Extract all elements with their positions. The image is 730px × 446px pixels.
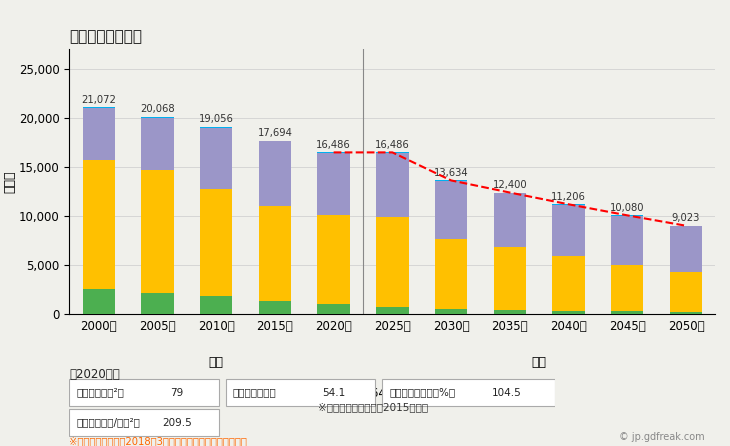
Bar (200, 128, 232, 189)
Bar (553, 205, 585, 256)
Text: 13,634: 13,634 (434, 168, 469, 178)
Text: 9,023: 9,023 (672, 213, 700, 223)
Bar (142, 293, 174, 314)
Text: 総面積（ｋｍ²）: 総面積（ｋｍ²） (77, 388, 125, 397)
Text: 104.5: 104.5 (491, 388, 521, 397)
Text: 平均年齢（歳）: 平均年齢（歳） (233, 388, 277, 397)
Text: 【2020年】: 【2020年】 (69, 368, 120, 381)
Bar (318, 153, 350, 215)
Text: 砂川市の人口推移: 砂川市の人口推移 (69, 29, 142, 44)
Text: 17,694: 17,694 (258, 128, 292, 138)
Bar (611, 265, 643, 311)
Bar (200, 189, 232, 296)
Bar (611, 311, 643, 314)
Bar (258, 206, 291, 301)
Text: 21,072: 21,072 (81, 95, 116, 104)
Bar (382, 379, 555, 406)
Text: 16,486: 16,486 (316, 140, 351, 150)
Bar (435, 239, 467, 309)
Bar (435, 309, 467, 314)
Bar (670, 226, 702, 272)
Text: 人口密度（人/ｋｍ²）: 人口密度（人/ｋｍ²） (77, 417, 140, 428)
Text: 54.1: 54.1 (322, 388, 345, 397)
Bar (82, 108, 115, 160)
Bar (376, 217, 409, 306)
Bar (493, 193, 526, 248)
Text: 11,206: 11,206 (551, 191, 586, 202)
Bar (226, 379, 375, 406)
Bar (376, 306, 409, 314)
Bar (142, 170, 174, 293)
Text: ※図中の点線は前回2018年3月公表の「将来人口推計」の値: ※図中の点線は前回2018年3月公表の「将来人口推計」の値 (69, 436, 247, 446)
Bar (82, 160, 115, 289)
Text: 16,486: 16,486 (375, 140, 410, 150)
Bar (670, 272, 702, 312)
Text: 19,056: 19,056 (199, 114, 234, 124)
Bar (142, 118, 174, 170)
Text: 12,400: 12,400 (493, 180, 527, 190)
Text: 昼夜間人口比率（%）: 昼夜間人口比率（%） (389, 388, 456, 397)
Bar (200, 296, 232, 314)
Text: ※昼夜間人口比率のみ2015年時点: ※昼夜間人口比率のみ2015年時点 (318, 402, 428, 412)
Bar (69, 379, 219, 406)
Bar (318, 304, 350, 314)
Text: 予測: 予測 (531, 356, 547, 369)
Bar (258, 141, 291, 206)
Text: 79: 79 (170, 388, 184, 397)
Bar (611, 216, 643, 265)
Bar (82, 289, 115, 314)
Bar (69, 409, 219, 436)
Text: © jp.gdfreak.com: © jp.gdfreak.com (619, 433, 704, 442)
Bar (82, 107, 115, 108)
Bar (493, 248, 526, 310)
Bar (435, 181, 467, 239)
Text: 20,068: 20,068 (140, 104, 174, 115)
Bar (553, 310, 585, 314)
Text: 実績: 実績 (209, 356, 223, 369)
Y-axis label: （人）: （人） (3, 170, 16, 193)
Bar (670, 312, 702, 314)
Bar (258, 301, 291, 314)
Bar (200, 127, 232, 128)
Text: 10,080: 10,080 (610, 202, 645, 213)
Legend: 0〜14歳, 15〜64歳, 65歳以上, 年齢不詳: 0〜14歳, 15〜64歳, 65歳以上, 年齢不詳 (261, 383, 523, 405)
Bar (142, 117, 174, 118)
Bar (493, 310, 526, 314)
Bar (376, 153, 409, 217)
Text: 209.5: 209.5 (162, 417, 192, 428)
Bar (318, 215, 350, 304)
Bar (553, 256, 585, 310)
